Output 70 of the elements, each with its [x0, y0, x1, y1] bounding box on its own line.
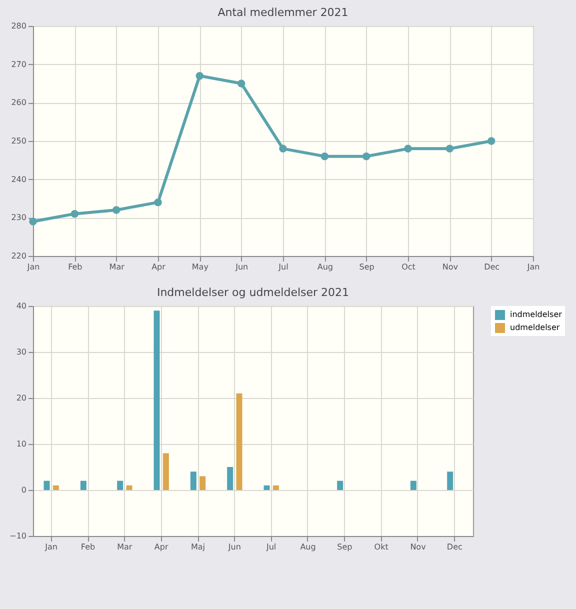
bar [264, 485, 270, 490]
chart-title: Antal medlemmer 2021 [218, 6, 348, 19]
x-tick-label: Dec [446, 542, 462, 552]
bar [227, 467, 234, 490]
x-tick-label: Apr [152, 262, 166, 272]
bar [80, 480, 86, 490]
bar [190, 472, 196, 490]
bar [44, 480, 50, 490]
point [320, 152, 329, 160]
point [154, 198, 162, 206]
bar [447, 472, 454, 490]
y-tick-label: −10 [10, 532, 26, 540]
x-tick-label: Okt [374, 542, 388, 552]
bar [154, 310, 160, 490]
y-tick-label: 280 [11, 22, 26, 30]
bar [200, 476, 206, 490]
bar [272, 485, 279, 490]
x-tick-label: Jan [44, 542, 58, 552]
point [237, 80, 246, 88]
x-tick-label: Feb [80, 542, 96, 552]
x-tick-label: Sep [359, 262, 374, 272]
x-tick-label: Aug [317, 262, 333, 272]
x-tick-label: Jan [526, 262, 540, 272]
point [279, 144, 287, 153]
x-tick-label: Nov [410, 542, 426, 552]
point [362, 152, 370, 160]
y-tick-label: 230 [11, 213, 26, 222]
bar [126, 485, 132, 490]
y-tick-label: 20 [16, 394, 26, 402]
x-tick-label: Sep [337, 542, 352, 552]
bar [162, 453, 169, 490]
x-tick-label: Dec [484, 262, 500, 272]
point [404, 144, 412, 153]
bar [117, 480, 124, 490]
x-tick-label: Mar [109, 262, 126, 272]
x-tick-label: Maj [190, 542, 206, 552]
x-tick-label: Jul [278, 262, 288, 272]
y-tick-label: 30 [16, 348, 26, 356]
x-tick-label: May [192, 262, 209, 272]
x-tick-label: Jan [26, 262, 40, 272]
point [196, 72, 204, 80]
x-tick-label: Apr [154, 542, 169, 552]
x-tick-label: Mar [117, 542, 133, 552]
chart-title: Indmeldelser og udmeldelser 2021 [156, 286, 350, 299]
x-tick-label: Jul [266, 542, 276, 552]
legend-label: indmeldelser [510, 310, 563, 319]
x-tick-label: Nov [442, 262, 458, 272]
y-tick-label: 270 [11, 60, 26, 69]
bar [236, 393, 242, 490]
x-tick-label: Oct [402, 262, 416, 272]
point [446, 144, 454, 153]
y-tick-label: 220 [11, 252, 26, 260]
y-tick-label: 250 [11, 136, 26, 146]
bar [410, 480, 416, 490]
x-tick-label: Aug [300, 542, 316, 552]
y-tick-label: 260 [11, 98, 26, 108]
bar [52, 485, 59, 490]
x-tick-label: Jun [234, 262, 248, 272]
legend-label: udmeldelser [510, 323, 560, 332]
y-tick-label: 10 [16, 440, 26, 448]
point [487, 137, 496, 145]
point [29, 218, 37, 226]
y-tick-label: 240 [11, 174, 26, 184]
x-tick-label: Feb [68, 262, 82, 272]
y-tick-label: 40 [16, 302, 26, 310]
point [112, 206, 120, 214]
y-tick-label: 0 [21, 486, 26, 494]
x-tick-label: Jun [227, 542, 241, 552]
bar [337, 480, 344, 490]
point [70, 210, 79, 218]
